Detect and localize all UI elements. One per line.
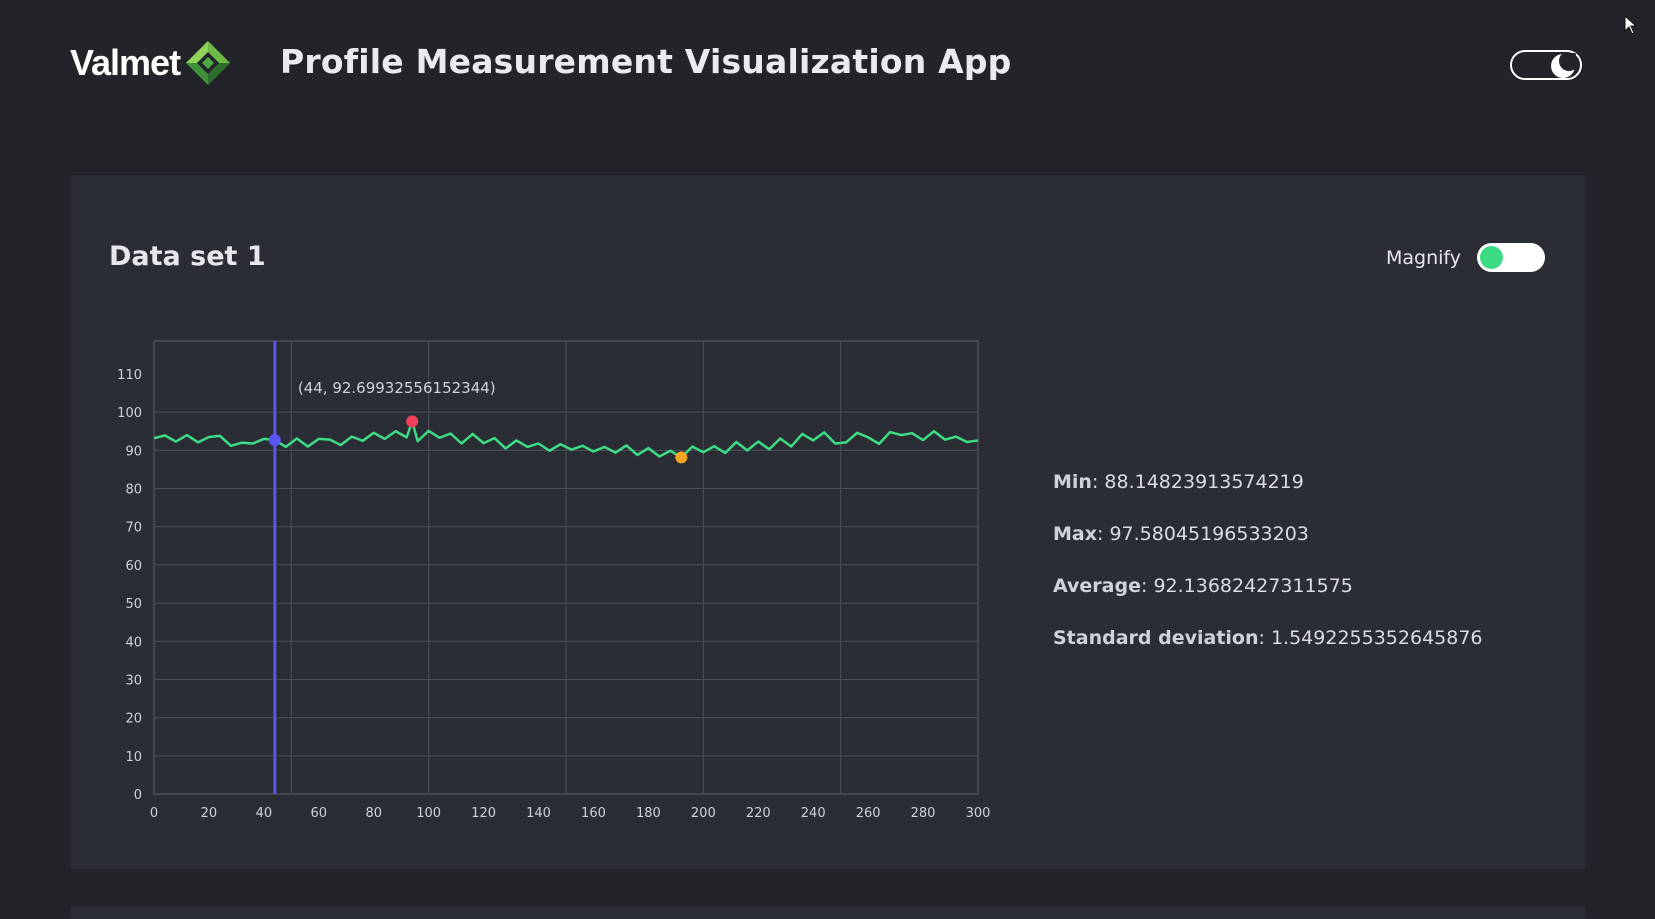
- stat-std-value: 1.5492255352645876: [1270, 627, 1483, 649]
- stat-max-value: 97.58045196533203: [1109, 523, 1309, 545]
- x-tick-label: 280: [911, 806, 936, 821]
- header: Valmet Profile Measurement Visualization…: [0, 0, 1655, 130]
- stats-panel: Min: 88.14823913574219 Max: 97.580451965…: [1053, 471, 1483, 679]
- next-card: [71, 906, 1585, 919]
- y-tick-label: 20: [125, 712, 142, 727]
- stat-min: Min: 88.14823913574219: [1053, 471, 1304, 493]
- valmet-logo: Valmet: [70, 40, 232, 86]
- series-line: [153, 420, 979, 459]
- mouse-pointer-icon: [1624, 15, 1638, 35]
- y-tick-label: 0: [134, 788, 142, 803]
- magnify-label: Magnify: [1385, 246, 1461, 269]
- magnify-switch[interactable]: [1477, 243, 1545, 272]
- logo-mark-icon: [186, 41, 231, 85]
- stat-average-label: Average: [1053, 575, 1141, 597]
- x-tick-label: 220: [746, 806, 771, 821]
- x-tick-label: 20: [201, 806, 218, 821]
- moon-icon: [1551, 53, 1576, 78]
- stat-max-label: Max: [1053, 523, 1097, 545]
- y-tick-label: 70: [125, 521, 142, 536]
- x-tick-label: 200: [691, 806, 716, 821]
- x-tick-label: 160: [581, 806, 606, 821]
- max-point: [406, 415, 419, 428]
- magnify-switch-knob: [1480, 246, 1503, 269]
- y-tick-label: 50: [125, 597, 142, 612]
- x-tick-label: 300: [966, 806, 991, 821]
- y-tick-label: 40: [125, 635, 142, 650]
- logo-text: Valmet: [70, 42, 181, 83]
- x-tick-label: 140: [526, 806, 551, 821]
- y-tick-label: 110: [117, 368, 142, 383]
- stat-std-label: Standard deviation: [1053, 627, 1259, 649]
- stat-min-label: Min: [1053, 471, 1092, 493]
- magnify-control: Magnify: [1386, 243, 1545, 272]
- stat-std: Standard deviation: 1.5492255352645876: [1053, 627, 1483, 649]
- card-title: Data set 1: [109, 241, 266, 272]
- theme-toggle[interactable]: [1510, 50, 1582, 80]
- x-tick-label: 100: [416, 806, 441, 821]
- stat-min-value: 88.14823913574219: [1104, 471, 1304, 493]
- y-tick-label: 30: [125, 673, 142, 688]
- y-tick-label: 10: [125, 750, 142, 765]
- stat-max: Max: 97.58045196533203: [1053, 523, 1309, 545]
- x-tick-label: 260: [856, 806, 881, 821]
- y-tick-label: 80: [125, 483, 142, 498]
- y-tick-label: 90: [125, 444, 142, 459]
- x-tick-label: 240: [801, 806, 826, 821]
- x-tick-label: 40: [256, 806, 273, 821]
- y-tick-label: 60: [125, 559, 142, 574]
- x-tick-label: 80: [365, 806, 382, 821]
- min-point: [675, 451, 688, 464]
- cursor-label: (44, 92.69932556152344): [298, 379, 496, 397]
- y-tick-label: 100: [117, 406, 142, 421]
- stat-average-value: 92.13682427311575: [1153, 575, 1353, 597]
- x-tick-label: 60: [311, 806, 328, 821]
- dataset-card: Data set 1 Magnify 0 10 20 30 40 50 60 70 80 90 10…: [71, 175, 1585, 869]
- x-tick-label: 120: [471, 806, 496, 821]
- profile-chart[interactable]: 0 10 20 30 40 50 60 70 80 90 100 110 0 20 40 60 80 100 120…: [71, 175, 1031, 835]
- cursor-point: [268, 434, 281, 447]
- x-tick-label: 180: [636, 806, 661, 821]
- app-title: Profile Measurement Visualization App: [280, 42, 1012, 81]
- stat-average: Average: 92.13682427311575: [1053, 575, 1353, 597]
- x-tick-label: 0: [150, 806, 158, 821]
